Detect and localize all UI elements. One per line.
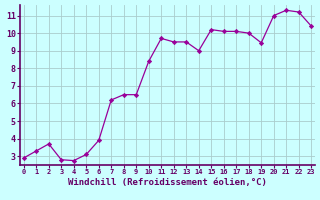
X-axis label: Windchill (Refroidissement éolien,°C): Windchill (Refroidissement éolien,°C) — [68, 178, 267, 187]
